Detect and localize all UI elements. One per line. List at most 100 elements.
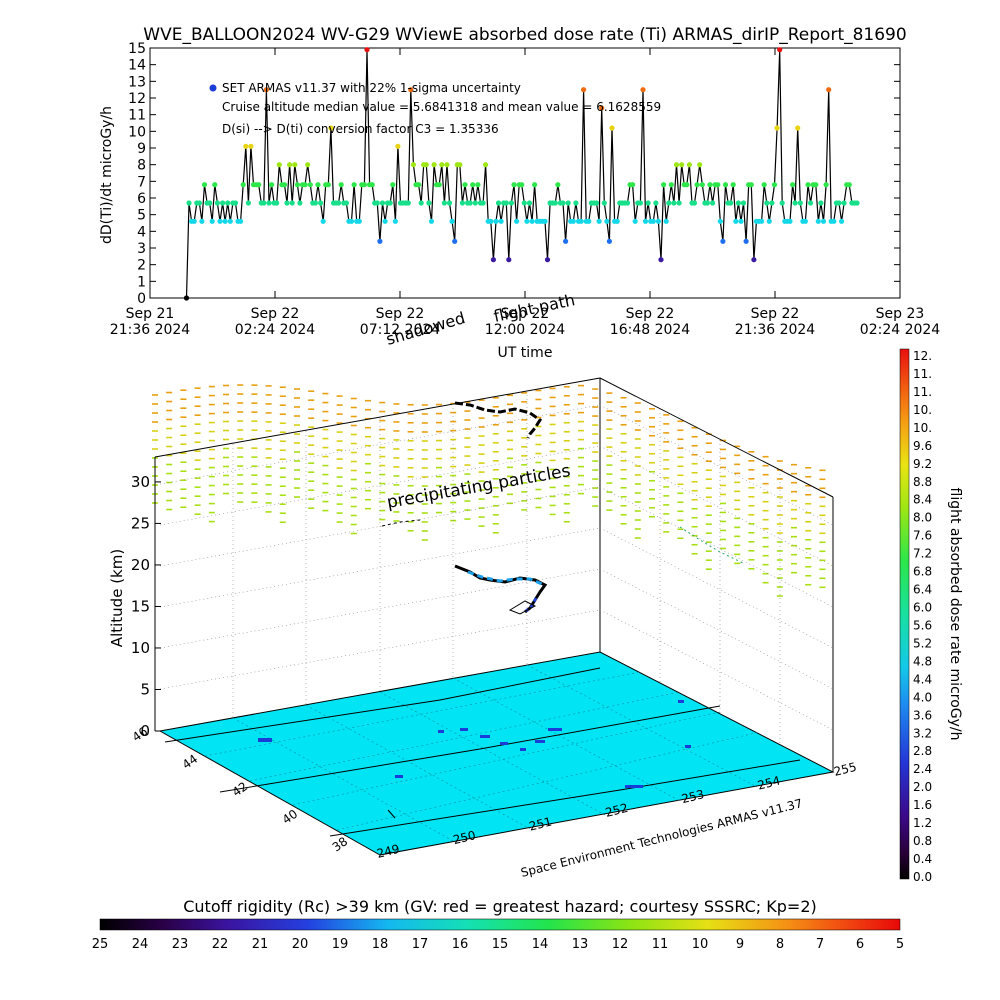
dose-rate-point xyxy=(777,47,783,53)
dose-rate-point xyxy=(818,200,824,206)
x-tick-label-date: Sep 22 xyxy=(251,306,300,322)
dose-rate-point xyxy=(532,182,538,188)
dose-rate-point xyxy=(601,200,607,206)
dose-rate-point xyxy=(287,162,293,168)
dose-rate-point xyxy=(318,200,324,206)
dose-rate-point xyxy=(390,182,396,188)
dose-rate-colorbar-tick: 2.4 xyxy=(913,762,932,776)
x-tick-label-date: Sep 22 xyxy=(501,306,550,322)
dose-rate-point xyxy=(720,238,726,244)
altitude-axis: 0 5 10 15 20 25 30 xyxy=(131,473,161,740)
longitude-tick-label: 253 xyxy=(680,787,706,806)
dose-rate-point xyxy=(467,200,473,206)
dose-rate-point xyxy=(297,200,303,206)
dose-rate-point xyxy=(416,182,422,188)
dose-rate-colorbar-tick: 3.6 xyxy=(913,708,932,722)
flight-path-3d xyxy=(381,401,746,615)
dose-rate-point xyxy=(292,162,298,168)
dose-rate-colorbar-tick: 4.0 xyxy=(913,690,932,704)
dose-rate-point xyxy=(325,182,331,188)
dose-rate-point xyxy=(728,200,734,206)
cutoff-rigidity-tick: 21 xyxy=(252,937,269,952)
dose-rate-point xyxy=(573,200,579,206)
chart-title: WVE_BALLOON2024 WV-G29 WViewE absorbed d… xyxy=(143,25,906,45)
longitude-tick-label: 249 xyxy=(375,842,401,861)
dose-rate-point xyxy=(593,200,600,206)
dose-rate-point xyxy=(542,218,548,224)
dose-rate-point xyxy=(444,162,450,168)
dose-rate-point xyxy=(710,200,716,206)
dose-rate-point xyxy=(820,218,827,224)
dose-rate-point xyxy=(663,218,669,224)
cutoff-rigidity-tick: 19 xyxy=(332,937,349,952)
dose-rate-point xyxy=(395,143,401,149)
dose-rate-point xyxy=(462,182,468,188)
x-tick-label-date: Sep 22 xyxy=(626,306,675,322)
dose-rate-point xyxy=(214,200,220,206)
cutoff-rigidity-tick: 15 xyxy=(492,937,509,952)
y-tick-label: 3 xyxy=(137,241,146,257)
dose-rate-colorbar-tick: 0.0 xyxy=(913,870,932,884)
dose-rate-point xyxy=(792,200,798,206)
dose-rate-point xyxy=(459,200,465,206)
precipitating-particle-columns xyxy=(152,384,826,597)
y-tick-label: 10 xyxy=(128,124,146,140)
dose-rate-point xyxy=(808,200,814,206)
dose-rate-point xyxy=(735,200,742,206)
dose-rate-point xyxy=(570,218,576,224)
dose-rate-point xyxy=(766,218,772,224)
longitude-tick-label: 252 xyxy=(604,801,630,820)
dose-rate-point xyxy=(823,182,829,188)
dose-rate-point xyxy=(361,182,367,188)
dose-rate-point xyxy=(261,200,267,206)
dose-rate-point xyxy=(498,218,504,224)
dose-rate-point xyxy=(563,238,569,244)
dose-rate-point xyxy=(815,218,821,224)
dose-rate-point xyxy=(787,218,793,224)
dose-rate-colorbar: 12. 11. 11. 10. 10. 9.6 9.2 8.8 8.4 8.0 7.6 7.2 6.8 6… xyxy=(899,348,963,884)
altitude-tick-label: 5 xyxy=(140,680,150,698)
cutoff-rigidity-tick: 5 xyxy=(896,937,904,952)
dose-rate-point xyxy=(328,125,334,131)
x-tick-label-time: 21:36 2024 xyxy=(110,322,191,338)
dose-rate-point xyxy=(369,182,375,188)
cutoff-rigidity-tick: 24 xyxy=(132,937,149,952)
dose-rate-point xyxy=(614,218,620,224)
dose-rate-point xyxy=(668,182,674,188)
y-tick-label: 1 xyxy=(137,274,146,290)
cutoff-rigidity-tick: 14 xyxy=(532,937,549,952)
dose-rate-point xyxy=(679,162,685,168)
dose-rate-point xyxy=(609,125,615,131)
dose-rate-point xyxy=(586,218,592,224)
dose-rate-point xyxy=(642,218,649,224)
y-tick-label: 8 xyxy=(137,158,146,174)
altitude-axis-label: Altitude (km) xyxy=(108,549,126,647)
altitude-tick-label: 20 xyxy=(131,556,150,574)
dose-rate-point xyxy=(276,162,282,168)
dose-rate-point xyxy=(632,218,638,224)
dose-rate-point xyxy=(183,295,190,301)
dose-rate-point xyxy=(704,200,711,206)
dose-rate-point xyxy=(472,200,478,206)
dose-rate-point xyxy=(630,182,636,188)
dose-rate-point xyxy=(320,218,326,224)
dose-rate-point xyxy=(302,182,308,188)
cutoff-rigidity-tick: 13 xyxy=(572,937,589,952)
dose-rate-point xyxy=(653,200,659,206)
y-tick-label: 7 xyxy=(137,174,146,190)
dose-rate-point xyxy=(266,200,272,206)
y-tick-label: 15 xyxy=(128,41,146,57)
latitude-tick-label: 38 xyxy=(330,834,351,854)
dose-rate-point xyxy=(769,200,775,206)
altitude-tick-label: 10 xyxy=(131,639,150,657)
cutoff-rigidity-tick: 25 xyxy=(92,937,109,952)
dose-rate-point xyxy=(382,218,388,224)
x-tick-label-time: 21:36 2024 xyxy=(735,322,816,338)
dose-rate-point xyxy=(374,200,380,206)
cutoff-rigidity-tick: 17 xyxy=(412,937,429,952)
cutoff-rigidity-tick: 18 xyxy=(372,937,389,952)
dose-rate-point xyxy=(846,182,852,188)
